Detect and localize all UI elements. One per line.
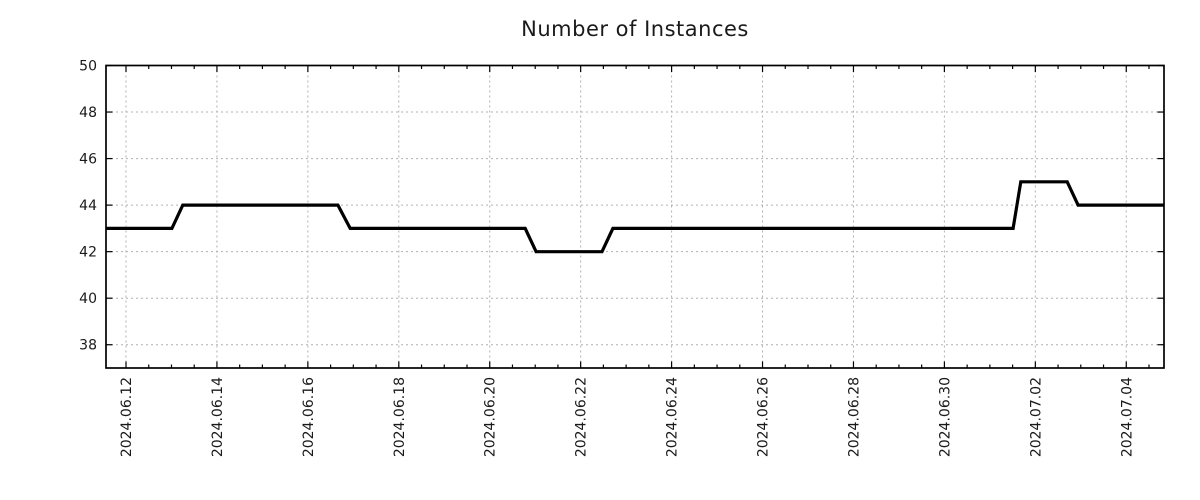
y-tick-label: 50 [79,59,97,75]
x-tick-label: 2024.06.12 [119,377,135,457]
y-tick-label: 46 [79,152,97,168]
x-tick-labels: 2024.06.12 2024.06.14 2024.06.16 2024.06.18… [119,377,1135,457]
x-tick-label: 2024.06.22 [574,377,590,457]
x-tick-label: 2024.07.02 [1028,377,1044,457]
x-tick-label: 2024.06.24 [665,377,681,457]
chart-title: Number of Instances [521,17,749,41]
y-tick-labels: 38 40 42 44 46 48 50 [79,59,97,354]
y-tick-label: 40 [79,291,97,307]
x-tick-label: 2024.06.18 [392,377,408,457]
y-tick-label: 44 [79,198,97,214]
x-tick-label: 2024.06.14 [210,377,226,457]
x-tick-label: 2024.06.16 [301,377,317,457]
x-tick-label: 2024.07.04 [1119,377,1135,457]
x-tick-label: 2024.06.20 [483,377,499,457]
axis-ticks [106,64,1164,368]
x-tick-label: 2024.06.26 [756,377,772,457]
plot-border [105,64,1165,369]
x-tick-label: 2024.06.30 [937,377,953,457]
series-line-instances [106,180,1164,254]
x-tick-label: 2024.06.28 [846,377,862,457]
gridlines [106,65,1164,368]
y-tick-label: 38 [79,338,97,354]
y-tick-label: 42 [79,245,97,261]
y-tick-label: 48 [79,105,97,121]
